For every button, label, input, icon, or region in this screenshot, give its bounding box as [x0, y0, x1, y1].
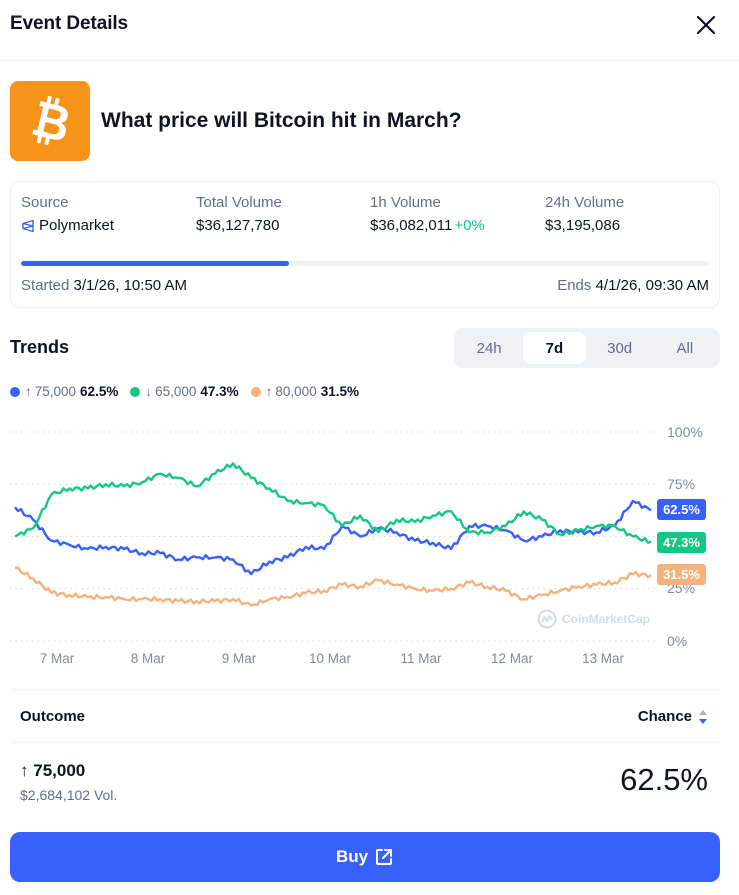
legend-arrow-up-icon: ↑: [265, 384, 273, 399]
stat-label: Total Volume: [196, 194, 282, 211]
modal-header: Event Details: [0, 0, 739, 61]
sort-icon: [699, 709, 707, 724]
arrow-up-icon: ↑: [20, 761, 29, 780]
y-tick-0: 0%: [667, 633, 688, 649]
legend-value: 47.3%: [200, 384, 239, 399]
ends-label: Ends: [557, 277, 592, 294]
legend-item-65000[interactable]: ↓ 65,000 47.3%: [130, 384, 239, 399]
timeframe-tabs: 24h 7d 30d All: [454, 328, 720, 368]
stat-source: Source Polymarket: [21, 194, 114, 234]
buy-label: Buy: [335, 847, 369, 866]
time-progress-bar: [21, 261, 709, 266]
time-progress-fill: [21, 261, 290, 266]
trends-chart[interactable]: 100% 75% 25% 0% 7 Mar 8 Mar 9 Mar 10 Mar…: [0, 415, 739, 675]
event-dates: Started 3/1/26, 10:50 AM Ends 4/1/26, 09…: [21, 277, 709, 294]
event-title: What price will Bitcoin hit in March?: [101, 109, 462, 132]
stat-value: $3,195,086: [545, 217, 621, 234]
chance-column-header: Chance: [637, 708, 692, 725]
chart-lines: [14, 462, 652, 607]
chart-plot: [10, 431, 655, 642]
bitcoin-logo: [10, 81, 90, 161]
market-stats-card: Source Polymarket Total Volume $36,127,7…: [10, 181, 720, 308]
series-value-badge-75000: 62.5%: [657, 499, 706, 520]
stat-value: $36,127,780: [196, 217, 280, 234]
modal-title: Event Details: [10, 13, 129, 34]
outcome-label: 75,000: [33, 761, 86, 780]
coinmarketcap-watermark: CoinMarketCap: [537, 609, 650, 629]
external-link-icon: [376, 849, 393, 865]
stat-24h-volume: 24h Volume $3,195,086: [545, 194, 624, 234]
watermark-text: CoinMarketCap: [562, 612, 651, 626]
x-tick: 7 Mar: [39, 651, 75, 666]
outcome-name: ↑ 75,000: [20, 761, 85, 781]
legend-dot-icon: [130, 386, 141, 397]
tab-24h[interactable]: 24h: [476, 339, 502, 357]
close-icon: [696, 15, 716, 35]
outcome-chance: 62.5%: [620, 762, 708, 797]
bitcoin-icon: [32, 95, 68, 146]
x-tick: 10 Mar: [308, 651, 352, 666]
outcome-volume: $2,684,102 Vol.: [20, 787, 118, 803]
series-line: [14, 462, 652, 544]
legend-dot-icon: [10, 386, 20, 397]
x-tick: 11 Mar: [400, 651, 442, 666]
started-value: 3/1/26, 10:50 AM: [73, 277, 187, 294]
series-value-badge-80000: 31.5%: [657, 564, 706, 585]
source-name: Polymarket: [39, 217, 115, 234]
series-value-badge-65000: 47.3%: [657, 532, 706, 553]
legend-label: 65,000: [155, 384, 197, 399]
stat-value-row: $36,082,011 +0%: [370, 217, 485, 234]
y-tick-75: 75%: [667, 476, 696, 492]
ends-value: 4/1/26, 09:30 AM: [595, 277, 709, 294]
stat-label: 1h Volume: [370, 194, 441, 211]
legend-value: 31.5%: [320, 384, 359, 399]
legend-value: 62.5%: [80, 384, 119, 399]
tab-30d[interactable]: 30d: [607, 339, 633, 357]
series-line: [14, 566, 652, 607]
chart-legend: ↑ 75,000 62.5% ↓ 65,000 47.3% ↑ 80,000 3…: [10, 384, 371, 399]
tab-7d[interactable]: 7d: [523, 332, 586, 364]
source-link[interactable]: Polymarket: [21, 217, 114, 234]
coinmarketcap-logo-icon: [537, 609, 557, 629]
legend-label: 80,000: [275, 384, 317, 399]
x-tick: 9 Mar: [221, 651, 257, 666]
outcome-row[interactable]: ↑ 75,000 $2,684,102 Vol. 62.5%: [10, 744, 720, 816]
x-tick: 8 Mar: [130, 651, 166, 666]
stat-1h-volume: 1h Volume $36,082,011 +0%: [370, 194, 485, 234]
started-label: Started: [21, 277, 70, 294]
started-date: Started 3/1/26, 10:50 AM: [21, 277, 187, 294]
x-tick: 13 Mar: [581, 651, 625, 666]
x-tick: 12 Mar: [490, 651, 534, 666]
legend-item-80000[interactable]: ↑ 80,000 31.5%: [250, 384, 359, 399]
trends-title: Trends: [10, 337, 70, 357]
ends-date: Ends 4/1/26, 09:30 AM: [557, 277, 709, 294]
close-button[interactable]: [695, 14, 717, 36]
stat-value: $36,082,011: [370, 217, 453, 234]
legend-item-75000[interactable]: ↑ 75,000 62.5%: [10, 384, 118, 399]
legend-dot-icon: [250, 386, 261, 397]
stat-label: 24h Volume: [545, 194, 625, 211]
stat-change: +0%: [454, 217, 485, 234]
polymarket-icon: [22, 219, 34, 232]
outcome-column-header: Outcome: [20, 708, 86, 725]
outcome-table-header: Outcome Chance: [10, 689, 720, 743]
tab-all[interactable]: All: [676, 339, 694, 357]
legend-arrow-up-icon: ↑: [25, 384, 32, 399]
legend-label: 75,000: [34, 384, 77, 399]
event-heading: What price will Bitcoin hit in March?: [10, 81, 462, 161]
series-line: [14, 499, 652, 576]
y-tick-100: 100%: [667, 424, 703, 440]
stat-total-volume: Total Volume $36,127,780: [196, 194, 282, 234]
buy-button[interactable]: Buy: [10, 832, 720, 882]
chance-sort-button[interactable]: Chance: [638, 708, 708, 725]
stat-label: Source: [21, 194, 69, 211]
legend-arrow-down-icon: ↓: [145, 384, 153, 399]
